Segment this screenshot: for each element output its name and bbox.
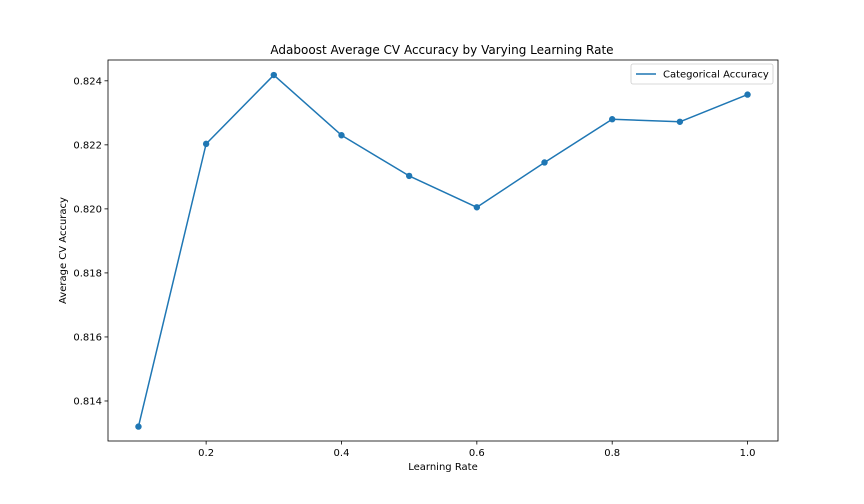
plot-area <box>107 59 779 442</box>
y-axis: 0.814 0.816 0.818 0.820 0.822 0.824 <box>73 76 108 407</box>
data-point <box>135 423 142 430</box>
x-tick-label: 0.4 <box>334 448 350 459</box>
x-tick-label: 1.0 <box>740 448 756 459</box>
y-tick-label: 0.822 <box>73 140 102 151</box>
y-tick-label: 0.824 <box>73 76 102 87</box>
x-axis-label: Learning Rate <box>408 462 478 473</box>
data-point <box>405 172 413 180</box>
y-tick-label: 0.814 <box>73 396 102 407</box>
series-layer <box>135 71 751 430</box>
data-point <box>676 118 684 125</box>
x-tick-label: 0.8 <box>604 448 620 459</box>
y-tick-label: 0.820 <box>73 204 102 215</box>
x-tick-label: 0.2 <box>198 448 214 459</box>
y-tick-label: 0.816 <box>73 332 102 343</box>
y-axis-label: Average CV Accuracy <box>58 197 69 304</box>
legend-box <box>630 63 774 85</box>
data-point <box>744 91 751 98</box>
data-point <box>541 159 548 166</box>
y-tick-label: 0.818 <box>73 268 102 279</box>
x-tick-label: 0.6 <box>469 448 485 459</box>
legend-label: Categorical Accuracy <box>663 70 769 81</box>
data-point <box>608 116 616 123</box>
data-point <box>270 71 278 79</box>
data-point <box>338 132 345 139</box>
legend: Categorical Accuracy <box>630 63 774 85</box>
data-point <box>202 140 210 148</box>
x-axis: 0.2 0.4 0.6 0.8 1.0 <box>198 441 755 459</box>
data-point <box>473 204 481 211</box>
chart-title: Adaboost Average CV Accuracy by Varying … <box>270 43 613 57</box>
series-line <box>137 74 748 427</box>
